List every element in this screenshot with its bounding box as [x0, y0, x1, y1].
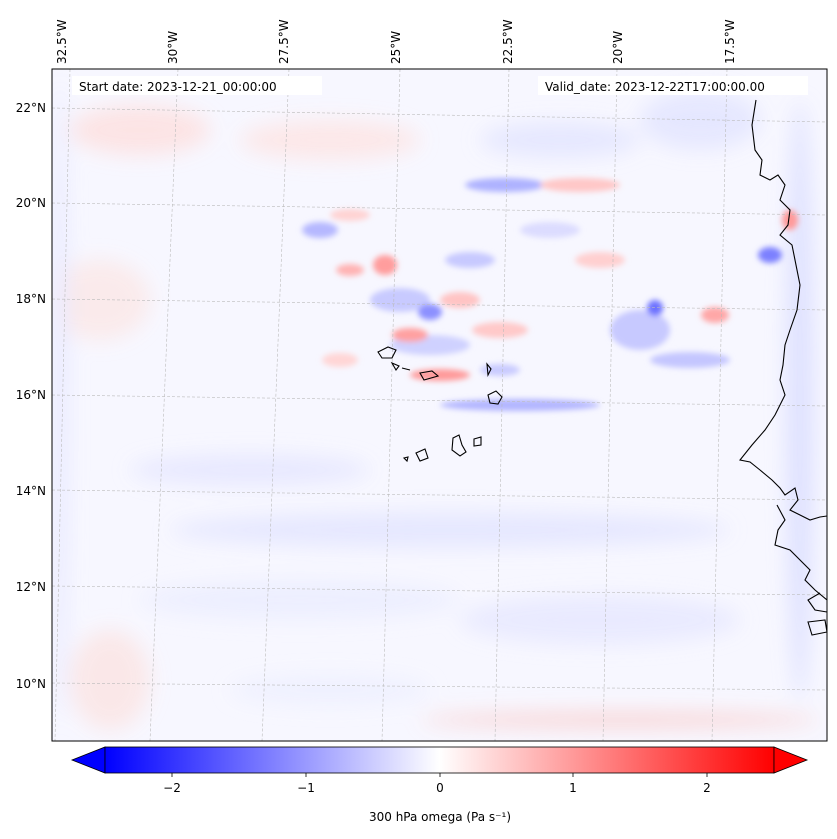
island-boa-vista	[487, 390, 503, 405]
lat-label: 18°N	[16, 292, 46, 306]
lon-label: 27.5°W	[277, 19, 291, 64]
graticule	[52, 69, 827, 741]
lat-label: 22°N	[16, 101, 46, 115]
lat-label: 20°N	[16, 196, 46, 210]
lat-label: 12°N	[16, 580, 46, 594]
omega-field	[52, 69, 827, 741]
start-date-box	[72, 76, 322, 95]
island-santiago	[451, 434, 467, 457]
lon-label: 32.5°W	[55, 19, 69, 64]
west-africa-coast	[739, 99, 827, 521]
lon-label: 25°W	[389, 31, 403, 64]
lon-label: 20°W	[611, 31, 625, 64]
start-date-label: Start date: 2023-12-21_00:00:00	[79, 80, 277, 94]
colorbar-tick: 0	[436, 781, 444, 795]
lon-label: 17.5°W	[723, 19, 737, 64]
colorbar-label: 300 hPa omega (Pa s⁻¹)	[369, 810, 511, 824]
longitude-labels: 32.5°W 30°W 27.5°W 25°W 22.5°W 20°W 17.5…	[55, 19, 737, 64]
valid-date-box	[538, 76, 808, 95]
colorbar-tick: 2	[703, 781, 711, 795]
colorbar-tick: −2	[163, 781, 181, 795]
lat-label: 14°N	[16, 484, 46, 498]
colorbar-tick: 1	[569, 781, 577, 795]
coastlines	[377, 99, 827, 636]
colorbar-high-extend	[773, 746, 809, 774]
latitude-labels: 22°N 20°N 18°N 16°N 14°N 12°N 10°N	[16, 101, 46, 691]
lat-label: 10°N	[16, 677, 46, 691]
lon-label: 30°W	[166, 31, 180, 64]
colorbar: −2 −1 0 1 2 300 hPa omega (Pa s⁻¹)	[70, 746, 809, 824]
colorbar-tick: −1	[297, 781, 315, 795]
lat-label: 16°N	[16, 388, 46, 402]
island-santo-antao	[377, 346, 397, 359]
lon-label: 22.5°W	[501, 19, 515, 64]
map-frame	[51, 68, 828, 742]
colorbar-gradient	[104, 746, 775, 774]
valid-date-label: Valid_date: 2023-12-22T17:00:00.00	[545, 80, 765, 94]
colorbar-low-extend	[70, 746, 106, 774]
